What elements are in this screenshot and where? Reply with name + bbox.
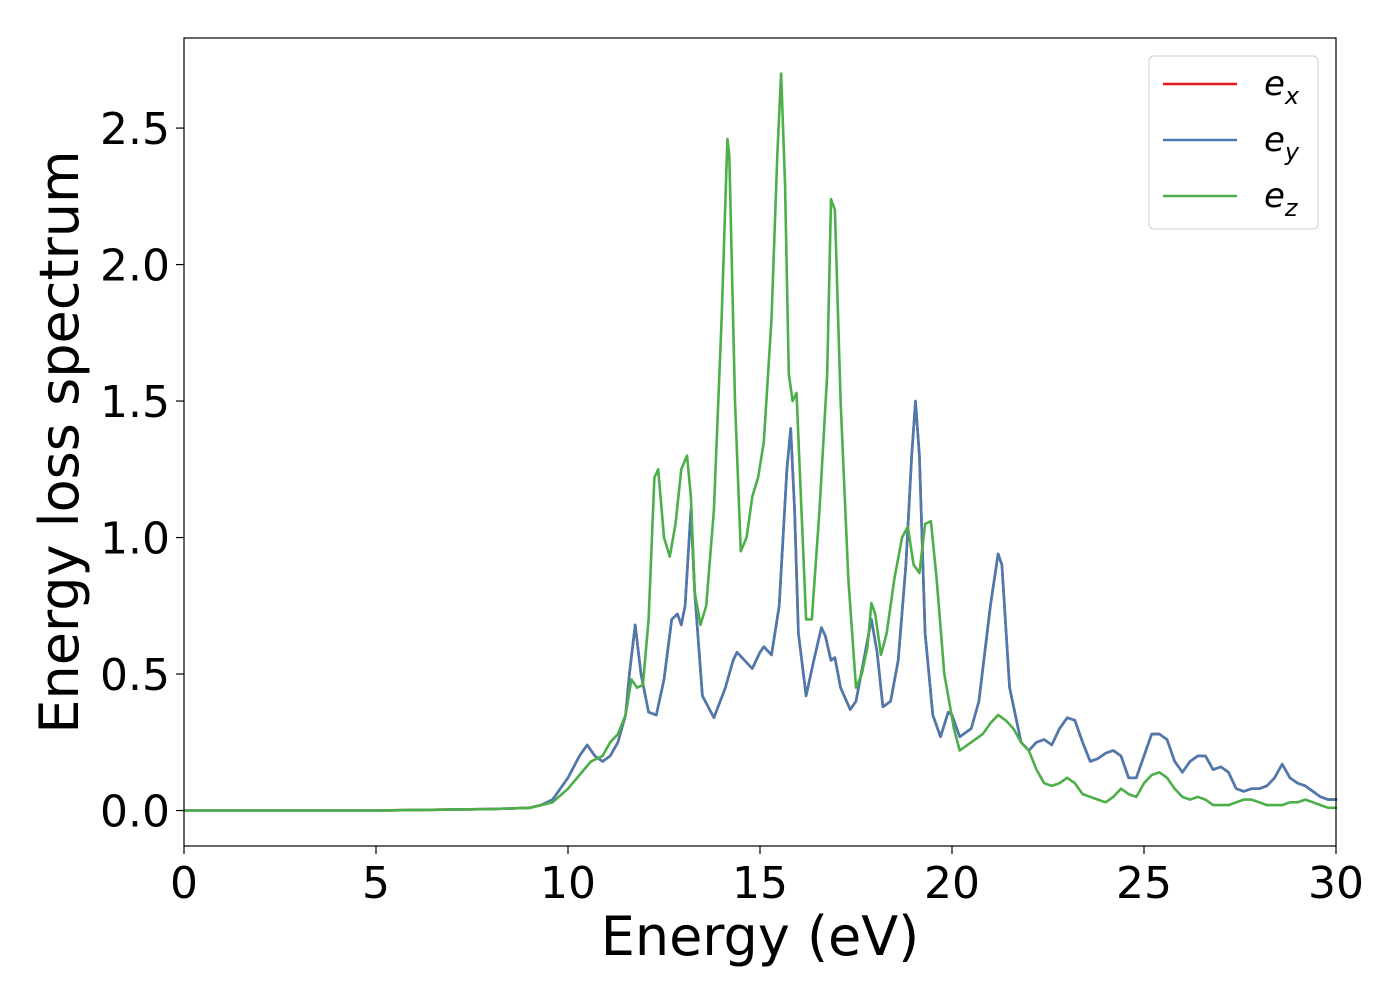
series-line-ey [182,399,1338,812]
legend-label-sub: y [1284,138,1300,166]
legend-label-ey: ey [1264,120,1300,166]
x-axis-ticks: 0 5 10 15 20 25 30 [170,846,1364,909]
y-axis-ticks: 0.0 0.5 1.0 1.5 2.0 2.5 [100,104,184,838]
y-tick-label: 0.0 [100,787,170,838]
legend-label-main: e [1264,64,1285,104]
legend-label-sub: z [1284,194,1299,222]
legend-label-main: e [1264,176,1285,216]
series-line-ez [182,72,1338,812]
x-tick-label: 5 [362,858,390,909]
y-axis-title: Energy loss spectrum [28,150,91,733]
legend-label-main: e [1264,120,1285,160]
x-tick-label: 20 [924,858,980,909]
x-tick-label: 15 [732,858,788,909]
y-tick-label: 1.0 [100,514,170,565]
y-tick-label: 2.5 [100,104,170,155]
x-tick-label: 0 [170,858,198,909]
x-tick-label: 30 [1308,858,1364,909]
legend-label-sub: x [1284,82,1300,110]
x-axis-title: Energy (eV) [601,905,920,968]
y-tick-label: 1.5 [100,377,170,428]
series-layer [182,72,1338,812]
legend-box [1148,55,1319,230]
x-tick-label: 10 [540,858,596,909]
legend-label-ex: ex [1264,64,1300,110]
legend-label-ez: ez [1264,176,1299,222]
y-tick-label: 0.5 [100,650,170,701]
x-tick-label: 25 [1116,858,1172,909]
y-tick-label: 2.0 [100,241,170,292]
